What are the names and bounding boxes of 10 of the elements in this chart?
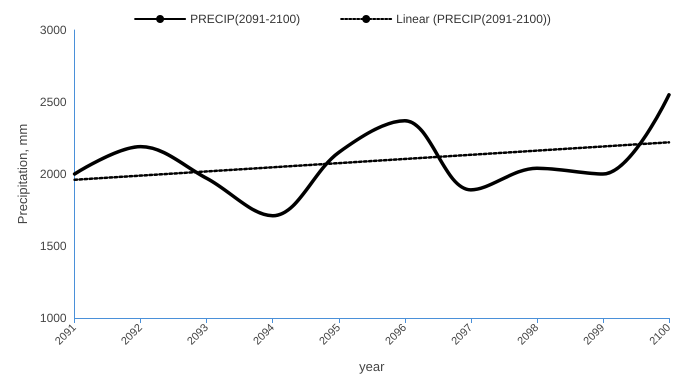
y-tick-label: 3000 <box>40 23 67 37</box>
legend-label: PRECIP(2091-2100) <box>190 12 300 26</box>
x-axis-title: year <box>359 359 386 374</box>
y-tick-label: 1500 <box>40 239 67 253</box>
y-tick-label: 2000 <box>40 167 67 181</box>
legend-label: Linear (PRECIP(2091-2100)) <box>396 12 551 26</box>
y-axis-title: Precipitation, mm <box>15 124 30 224</box>
y-tick-label: 1000 <box>40 311 67 325</box>
line-series <box>72 93 671 218</box>
y-tick-label: 2500 <box>40 95 67 109</box>
